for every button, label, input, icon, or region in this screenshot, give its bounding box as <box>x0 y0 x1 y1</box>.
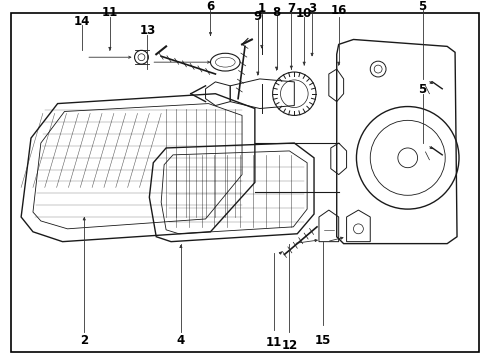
Text: 2: 2 <box>80 334 88 347</box>
Text: 12: 12 <box>281 339 297 352</box>
Text: 16: 16 <box>330 4 347 17</box>
Text: 9: 9 <box>254 10 262 23</box>
Text: 1: 1 <box>258 3 266 15</box>
Text: 15: 15 <box>315 334 331 347</box>
Text: 11: 11 <box>266 336 282 349</box>
Text: 8: 8 <box>272 6 281 19</box>
Text: 7: 7 <box>287 3 295 15</box>
Text: 5: 5 <box>418 0 427 13</box>
Text: 5: 5 <box>418 83 427 96</box>
Text: 13: 13 <box>139 24 155 37</box>
Text: 14: 14 <box>74 15 91 28</box>
Text: 4: 4 <box>177 334 185 347</box>
Text: 10: 10 <box>296 7 312 20</box>
Text: 6: 6 <box>206 0 215 13</box>
Text: 11: 11 <box>102 6 118 19</box>
Text: 3: 3 <box>308 3 316 15</box>
